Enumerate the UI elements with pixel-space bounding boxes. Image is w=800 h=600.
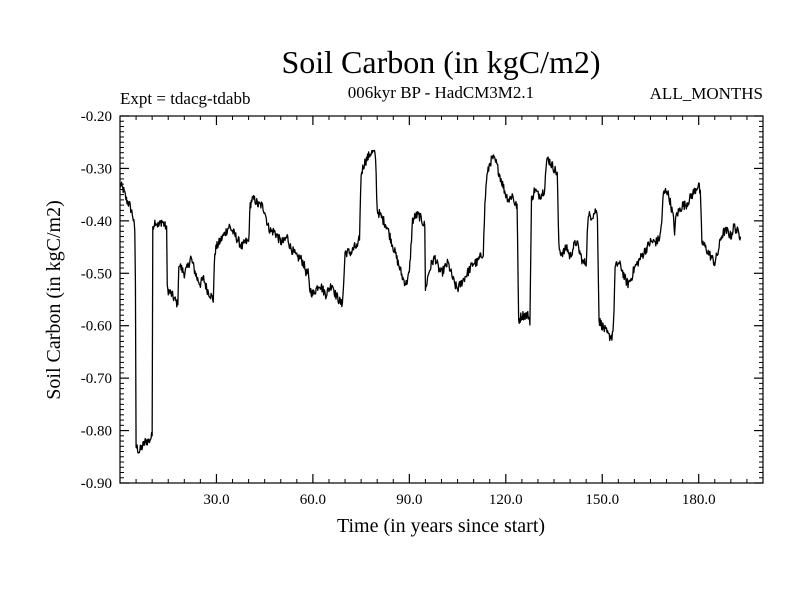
x-tick-label: 90.0: [396, 492, 422, 508]
x-tick-label: 60.0: [300, 492, 326, 508]
y-tick-label: -0.80: [81, 424, 112, 440]
experiment-label: Expt = tdacg-tdabb: [120, 89, 250, 108]
y-axis-label: Soil Carbon (in kgC/m2): [43, 200, 65, 399]
y-tick-label: -0.60: [81, 319, 112, 335]
months-label: ALL_MONTHS: [650, 84, 763, 103]
plot-frame: [119, 115, 764, 484]
y-tick-label: -0.20: [81, 109, 112, 125]
chart-subtitle: 006kyr BP - HadCM3M2.1: [348, 83, 534, 102]
x-tick-label: 120.0: [489, 492, 523, 508]
chart-title: Soil Carbon (in kgC/m2): [281, 44, 600, 80]
y-tick-label: -0.30: [81, 161, 112, 177]
series-line: [120, 149, 742, 454]
x-tick-label: 180.0: [682, 492, 716, 508]
y-tick-label: -0.50: [81, 266, 112, 282]
x-tick-label: 30.0: [203, 492, 229, 508]
y-tick-label: -0.70: [81, 371, 112, 387]
y-tick-label: -0.40: [81, 214, 112, 230]
plot-area: 30.0 60.0 90.0 120.0 150.0 180.0 -0.20 -0.30 -0.…: [81, 109, 764, 508]
y-tick-label: -0.90: [81, 476, 112, 492]
x-axis-label: Time (in years since start): [337, 515, 545, 537]
x-tick-label: 150.0: [585, 492, 619, 508]
